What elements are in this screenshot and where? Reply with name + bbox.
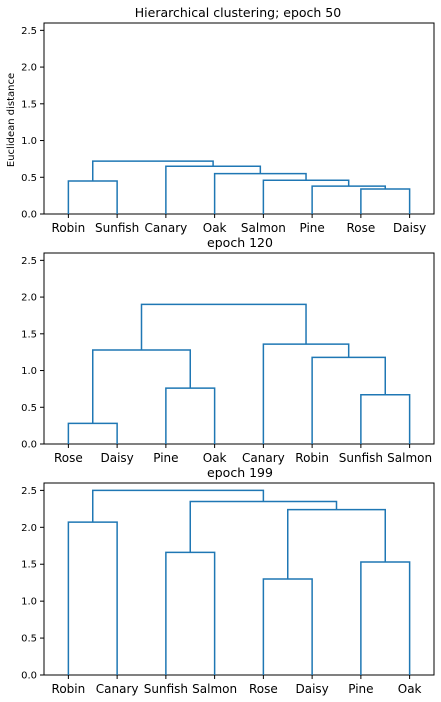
leaf-label: Pine	[348, 682, 373, 696]
leaf-label: Rose	[346, 221, 375, 235]
dendrogram	[67, 489, 411, 675]
leaf-label: Canary	[96, 682, 139, 696]
dendrogram-link	[140, 303, 307, 350]
dendrogram-link	[360, 561, 411, 675]
dendrogram-link	[189, 500, 338, 553]
x-axis: Robin Sunfish Canary Oak Salmon Pine Rose Daisy	[52, 214, 426, 235]
y-tick-label: 1.0	[21, 136, 37, 147]
leaf-label: Oak	[203, 451, 227, 465]
leaf-label: Pine	[153, 451, 178, 465]
y-tick-label: 2.0	[21, 523, 37, 534]
y-tick-label: 0.0	[21, 440, 37, 451]
leaf-label: Daisy	[393, 221, 426, 235]
dendrogram-link	[311, 185, 386, 214]
x-axis: Rose Daisy Pine Oak Canary Robin Sunfish Salmon	[54, 444, 432, 465]
y-axis: 0.0 0.5 1.0 1.5 2.0 2.5	[21, 256, 44, 451]
leaf-label: Salmon	[241, 221, 286, 235]
y-tick-label: 0.5	[21, 173, 37, 184]
y-tick-label: 1.5	[21, 560, 37, 571]
y-tick-label: 2.5	[21, 26, 37, 37]
y-tick-label: 0.5	[21, 403, 37, 414]
dendrogram-link	[165, 551, 216, 675]
dendrogram-link	[262, 343, 350, 444]
panel-title: epoch 199	[207, 465, 273, 480]
panel-title: epoch 120	[207, 235, 273, 250]
panel-title: Hierarchical clustering; epoch 50	[135, 5, 341, 20]
leaf-label: Rose	[249, 682, 278, 696]
plot-frame	[43, 22, 435, 215]
dendrogram-link	[92, 489, 265, 523]
y-axis-label: Euclidean distance	[6, 73, 17, 167]
dendrogram-link	[287, 508, 386, 579]
dendrogram-link	[311, 356, 386, 444]
x-axis: Robin Canary Sunfish Salmon Rose Daisy Pine Oak	[52, 675, 422, 696]
plot-frame	[43, 482, 435, 676]
y-tick-label: 0.0	[21, 210, 37, 221]
dendrogram-link	[67, 180, 118, 214]
dendrogram-link	[92, 160, 214, 181]
leaf-label: Pine	[299, 221, 324, 235]
plot-frame	[43, 252, 435, 445]
leaf-label: Canary	[145, 221, 188, 235]
dendrogram-link	[92, 349, 191, 424]
panel-epoch-50: Hierarchical clustering; epoch 50 Euclid…	[6, 5, 435, 235]
y-axis: 0.0 0.5 1.0 1.5 2.0 2.5	[21, 26, 44, 221]
y-tick-label: 2.0	[21, 293, 37, 304]
dendrogram-link	[67, 422, 118, 444]
y-tick-label: 2.0	[21, 63, 37, 74]
leaf-label: Sunfish	[95, 221, 139, 235]
leaf-label: Oak	[203, 221, 227, 235]
leaf-label: Rose	[54, 451, 83, 465]
y-tick-label: 1.0	[21, 597, 37, 608]
dendrogram-link	[67, 521, 118, 675]
leaf-label: Salmon	[387, 451, 432, 465]
panel-epoch-120: epoch 120 0.0 0.5 1.0 1.5 2.0 2.5 Rose Daisy Pi…	[21, 235, 435, 465]
y-axis: 0.0 0.5 1.0 1.5 2.0 2.5	[21, 486, 44, 682]
panel-epoch-199: epoch 199 0.0 0.5 1.0 1.5 2.0 2.5 Robin Canary…	[21, 465, 435, 696]
leaf-label: Salmon	[192, 682, 237, 696]
leaf-label: Daisy	[100, 451, 133, 465]
y-tick-label: 2.5	[21, 256, 37, 267]
leaf-label: Daisy	[295, 682, 328, 696]
leaf-label: Robin	[295, 451, 329, 465]
y-tick-label: 1.5	[21, 329, 37, 340]
y-tick-label: 2.5	[21, 486, 37, 497]
dendrogram-link	[360, 394, 411, 444]
dendrogram-link	[262, 578, 313, 675]
leaf-label: Robin	[52, 221, 86, 235]
leaf-label: Sunfish	[144, 682, 188, 696]
dendrogram	[67, 303, 411, 444]
y-tick-label: 1.5	[21, 99, 37, 110]
leaf-label: Canary	[242, 451, 285, 465]
leaf-label: Oak	[398, 682, 422, 696]
y-tick-label: 0.5	[21, 634, 37, 645]
dendrogram-link	[165, 387, 216, 444]
y-tick-label: 1.0	[21, 366, 37, 377]
dendrogram-link	[360, 188, 411, 214]
y-tick-label: 0.0	[21, 671, 37, 682]
leaf-label: Sunfish	[339, 451, 383, 465]
dendrogram-link	[262, 179, 350, 214]
dendrogram	[67, 160, 411, 214]
leaf-label: Robin	[52, 682, 86, 696]
